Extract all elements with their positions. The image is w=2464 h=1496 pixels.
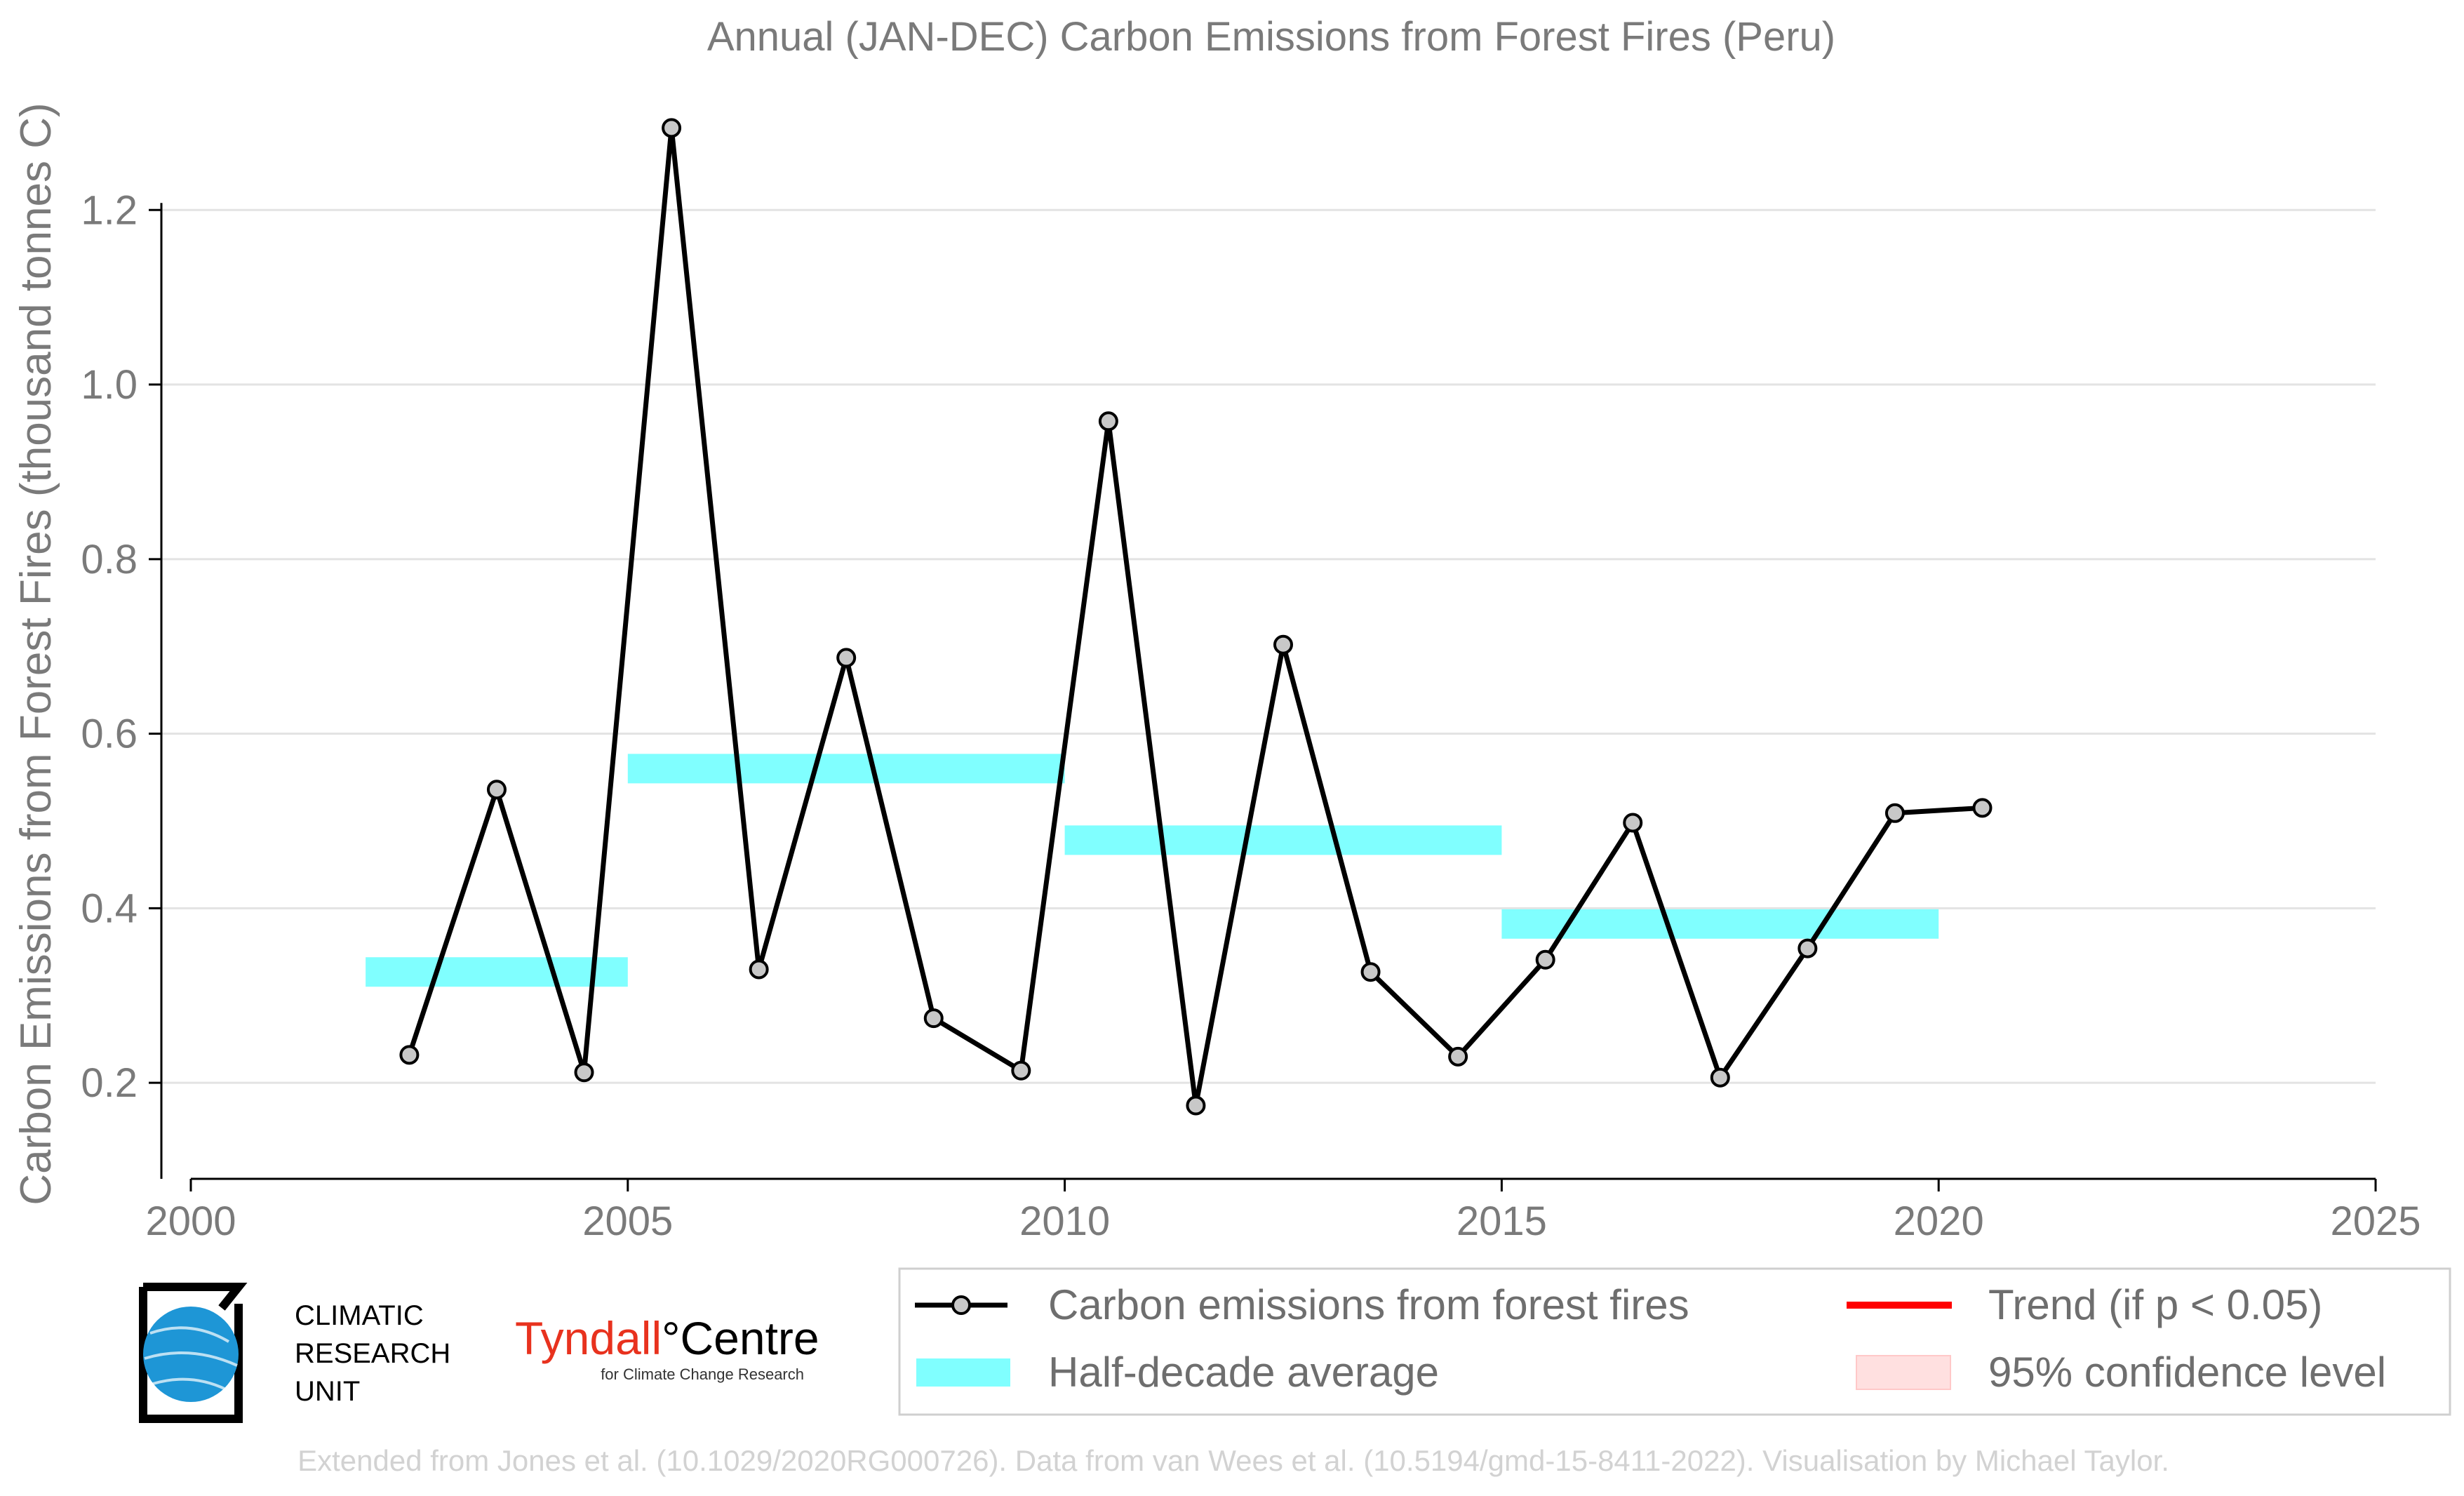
y-tick-label: 1.0 [81,362,138,408]
legend-label-trend: Trend (if p < 0.05) [1988,1281,2322,1328]
legend-marker-icon [951,1295,971,1315]
legend-label-half-decade: Half-decade average [1048,1349,1439,1396]
series-markers [399,118,1993,1116]
y-axis-label: Carbon Emissions from Forest Fires (thou… [12,102,60,1205]
series-line [407,125,1983,1109]
half-decade-bands [366,754,1939,987]
cru-logo: CLIMATIC RESEARCH UNIT [139,1283,450,1423]
data-point [1186,1095,1206,1116]
y-tick-label: 0.6 [81,712,138,757]
data-point [1535,949,1555,970]
chart-title: Annual (JAN-DEC) Carbon Emissions from F… [707,14,1835,60]
x-axis: 2000 2005 2010 2015 2020 2025 [145,1177,2421,1244]
data-point [399,1045,420,1065]
gridlines [161,208,2376,1084]
legend: Carbon emissions from forest fires Trend… [898,1267,2451,1416]
data-point [1360,962,1381,982]
cru-text-line3: UNIT [295,1376,360,1407]
data-point [486,780,507,800]
legend-band-icon [916,1358,1010,1387]
tyndall-word: Tyndall [515,1312,662,1364]
x-tick-label: 2000 [145,1198,236,1244]
data-point [1884,803,1905,823]
x-tick-label: 2020 [1894,1198,1984,1244]
tyndall-subtitle: for Climate Change Research [601,1365,804,1383]
half-decade-bar [627,754,1065,784]
data-point [1011,1060,1031,1081]
tyndall-centre-word: °Centre [662,1312,819,1364]
data-point [1623,813,1643,833]
x-tick-label: 2015 [1457,1198,1547,1244]
tyndall-name: Tyndall°Centre [515,1312,819,1364]
data-point [574,1062,594,1083]
legend-box [898,1267,2451,1416]
y-tick-label: 0.8 [81,537,138,582]
x-tick-label: 2005 [582,1198,673,1244]
y-axis: 0.2 0.4 0.6 0.8 1.0 1.2 [81,187,163,1179]
data-point [836,648,857,668]
data-point [923,1008,944,1029]
y-tick-label: 0.4 [81,886,138,931]
legend-label-emissions: Carbon emissions from forest fires [1048,1281,1689,1328]
data-point [662,118,682,138]
data-point [749,959,769,980]
series-line-group [407,125,1983,1109]
legend-label-confidence: 95% confidence level [1988,1349,2386,1396]
half-decade-bar [366,957,628,987]
cru-text-line2: RESEARCH [295,1338,450,1369]
cru-frame-icon [139,1283,248,1423]
legend-confidence-icon [1856,1355,1951,1390]
data-point [1273,634,1293,655]
half-decade-bar [1064,825,1502,855]
x-tick-label: 2010 [1019,1198,1110,1244]
y-tick-label: 1.2 [81,187,138,233]
globe-lines-icon [144,1326,238,1391]
y-tick-label: 0.2 [81,1060,138,1106]
data-point [1098,411,1118,432]
tyndall-logo: Tyndall°Centre for Climate Change Resear… [515,1312,819,1383]
data-point [1448,1046,1468,1067]
cru-text-line1: CLIMATIC [295,1300,424,1331]
data-point [1710,1067,1730,1088]
data-point [1972,798,1993,818]
data-point [1797,938,1818,959]
footer-credit: Extended from Jones et al. (10.1029/2020… [297,1444,2169,1477]
x-tick-label: 2025 [2330,1198,2421,1244]
